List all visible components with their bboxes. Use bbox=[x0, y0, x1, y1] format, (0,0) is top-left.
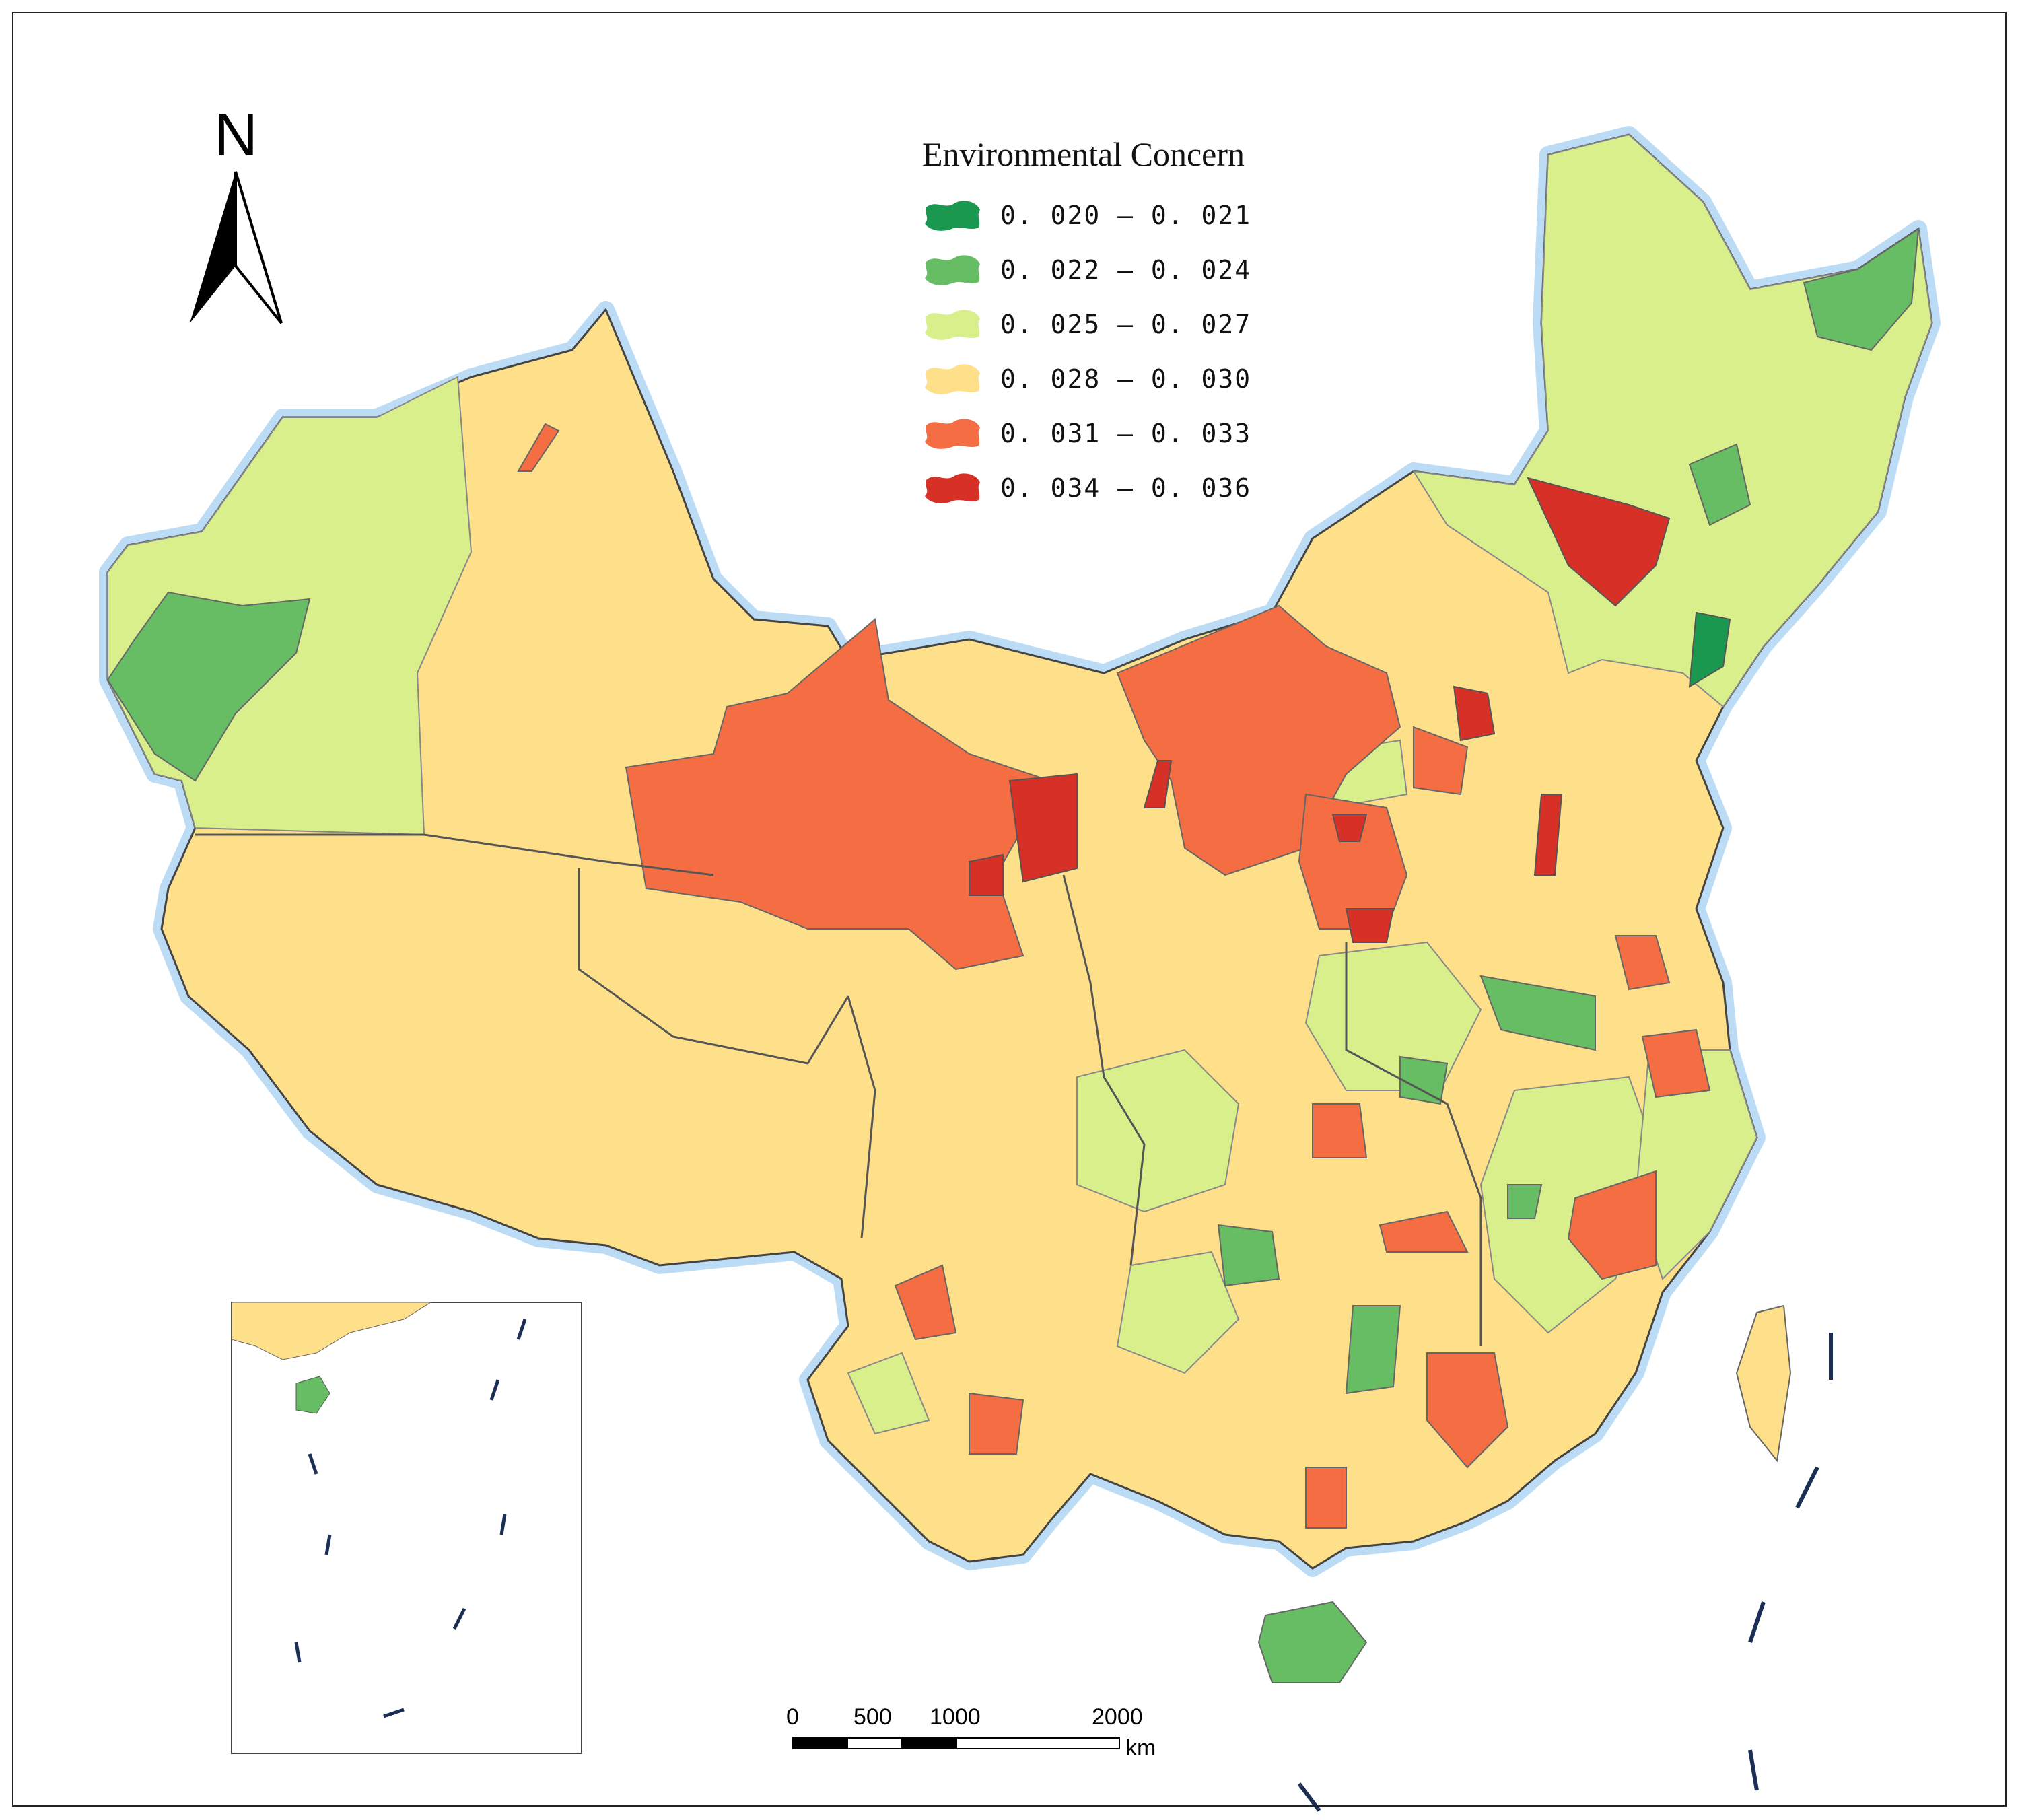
region-haidong bbox=[969, 853, 1004, 896]
inset-dash-3 bbox=[308, 1453, 318, 1475]
region-jiangxi bbox=[1567, 1170, 1657, 1280]
region-zhengzhou bbox=[1345, 908, 1395, 943]
inset-dashes bbox=[294, 1319, 527, 1718]
region-northeast bbox=[1412, 133, 1933, 708]
region-guangdong bbox=[1426, 1352, 1509, 1469]
legend-swatch-shape bbox=[925, 201, 980, 231]
scale-label-2000: 2000 bbox=[1092, 1704, 1143, 1730]
inset-dash-1 bbox=[516, 1319, 527, 1340]
legend-item: 0. 020 — 0. 021 bbox=[922, 195, 1251, 236]
region-ne-b bbox=[1688, 443, 1751, 526]
inset-dash-4 bbox=[324, 1534, 332, 1555]
region-hunan-a bbox=[1345, 1305, 1401, 1395]
scale-label-0: 0 bbox=[786, 1704, 799, 1730]
inset-map bbox=[231, 1302, 527, 1718]
dash-3 bbox=[1748, 1601, 1766, 1643]
dash-4 bbox=[1748, 1749, 1759, 1791]
scale-label-1000: 1000 bbox=[930, 1704, 981, 1730]
legend-label: 0. 020 — 0. 021 bbox=[1000, 201, 1252, 230]
region-hebei-a bbox=[1413, 726, 1469, 796]
legend-title: Environmental Concern bbox=[922, 135, 1245, 173]
inset-dash-8 bbox=[499, 1514, 507, 1535]
region-hunan bbox=[1379, 1210, 1469, 1253]
legend-swatch-shape bbox=[925, 419, 980, 449]
legend-swatch bbox=[925, 419, 980, 449]
region-shandong-a bbox=[1533, 794, 1563, 876]
legend-item: 0. 028 — 0. 030 bbox=[922, 359, 1251, 399]
region-taiwan bbox=[1735, 1304, 1792, 1463]
regions-class-6 bbox=[969, 477, 1671, 943]
legend-swatch bbox=[925, 473, 980, 503]
legend-label: 0. 025 — 0. 027 bbox=[1000, 310, 1252, 339]
region-ne-a bbox=[1803, 228, 1920, 351]
legend-swatch-shape bbox=[925, 310, 980, 340]
boundary-central bbox=[1062, 874, 1146, 1266]
inset-dash-2 bbox=[489, 1379, 500, 1401]
region-ili bbox=[106, 591, 311, 782]
legend-swatch-shape bbox=[925, 473, 980, 503]
boundary-xinjiang-tibet bbox=[195, 833, 714, 876]
scale-seg-4 bbox=[956, 1737, 1120, 1749]
legend-item: 0. 022 — 0. 024 bbox=[922, 250, 1251, 290]
scale-bar bbox=[792, 1737, 1120, 1749]
legend-swatch bbox=[925, 201, 980, 231]
legend-swatch bbox=[925, 255, 980, 285]
legend-label: 0. 031 — 0. 033 bbox=[1000, 419, 1252, 448]
region-guizhou bbox=[1217, 1224, 1280, 1287]
legend-item: 0. 034 — 0. 036 bbox=[922, 468, 1251, 508]
regions-class-2 bbox=[106, 228, 1920, 1683]
boundary-qinghai bbox=[578, 868, 849, 1065]
inset-dash-7 bbox=[452, 1607, 466, 1630]
region-guangxi bbox=[1305, 1467, 1347, 1529]
scale-label-500: 500 bbox=[854, 1704, 892, 1730]
region-zhejiang bbox=[1641, 1028, 1711, 1098]
legend-swatch-shape bbox=[925, 255, 980, 285]
north-arrow bbox=[190, 171, 283, 324]
region-hequ bbox=[1143, 760, 1173, 808]
inset-frame bbox=[231, 1302, 582, 1754]
inset-mainland-strip bbox=[231, 1302, 432, 1360]
province-boundaries bbox=[195, 833, 1482, 1346]
legend-swatch bbox=[925, 310, 980, 340]
legend-swatch bbox=[925, 364, 980, 394]
boundary-tibet-sichuan bbox=[847, 995, 876, 1239]
region-southwest-a bbox=[847, 1352, 930, 1435]
boundary-east bbox=[1345, 942, 1482, 1346]
map-frame bbox=[12, 12, 2007, 1807]
dash-2 bbox=[1795, 1466, 1819, 1509]
north-arrow-left bbox=[190, 172, 236, 323]
region-altay bbox=[517, 423, 560, 472]
north-label: N bbox=[214, 102, 258, 169]
region-songyuan bbox=[1527, 477, 1671, 607]
region-hubei bbox=[1312, 1103, 1368, 1158]
north-arrow-right bbox=[234, 171, 283, 324]
scale-unit: km bbox=[1125, 1735, 1156, 1761]
legend-item: 0. 025 — 0. 027 bbox=[922, 304, 1251, 345]
region-taiyuan bbox=[1331, 814, 1368, 842]
inset-hainan bbox=[295, 1376, 330, 1414]
region-yunnan-a bbox=[894, 1264, 957, 1341]
region-henan bbox=[1399, 1055, 1449, 1105]
regions-class-1 bbox=[1688, 611, 1731, 688]
region-jiangxi-a bbox=[1507, 1184, 1543, 1219]
region-jiangsu bbox=[1479, 975, 1596, 1051]
legend-label: 0. 022 — 0. 024 bbox=[1000, 255, 1252, 285]
region-south-a bbox=[1116, 1251, 1240, 1374]
legend-item: 0. 031 — 0. 033 bbox=[922, 413, 1251, 454]
legend-label: 0. 034 — 0. 036 bbox=[1000, 473, 1252, 503]
region-ningxia bbox=[1008, 773, 1078, 883]
region-central-a bbox=[1076, 1049, 1240, 1213]
region-dandong bbox=[1688, 611, 1731, 688]
legend-label: 0. 028 — 0. 030 bbox=[1000, 364, 1252, 394]
region-beijing bbox=[1453, 685, 1496, 742]
region-yunnan-b bbox=[969, 1392, 1024, 1455]
region-hainan bbox=[1257, 1601, 1368, 1683]
inset-dash-5 bbox=[294, 1642, 302, 1663]
region-jiangsu-coast bbox=[1614, 935, 1671, 991]
inset-dash-6 bbox=[383, 1708, 405, 1718]
legend-swatch-shape bbox=[925, 364, 980, 394]
regions-class-5 bbox=[517, 423, 1711, 1529]
